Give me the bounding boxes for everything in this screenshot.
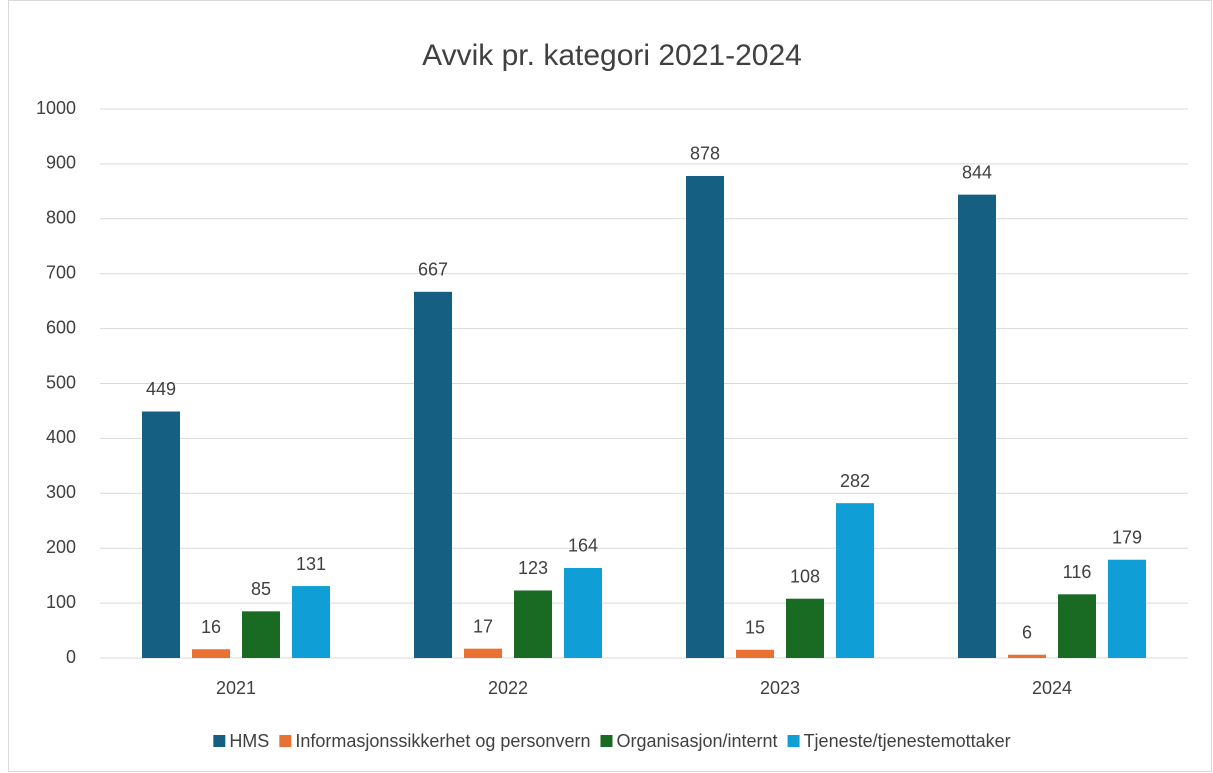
bar xyxy=(242,611,280,658)
data-label: 16 xyxy=(201,617,221,637)
chart-frame xyxy=(8,0,1212,772)
x-tick-label: 2022 xyxy=(488,678,528,698)
legend-swatch xyxy=(213,735,226,747)
y-tick-label: 600 xyxy=(46,317,76,337)
y-tick-label: 300 xyxy=(46,482,76,502)
x-tick-label: 2021 xyxy=(216,678,256,698)
x-tick-label: 2024 xyxy=(1032,678,1072,698)
legend-label: Tjeneste/tjenestemottaker xyxy=(804,731,1011,751)
y-tick-label: 700 xyxy=(46,262,76,282)
data-label: 85 xyxy=(251,579,271,599)
data-label: 449 xyxy=(146,379,176,399)
legend-label: Informasjonssikkerhet og personvern xyxy=(295,731,590,751)
data-label: 878 xyxy=(690,144,720,164)
bar xyxy=(1058,594,1096,658)
data-label: 108 xyxy=(790,566,820,586)
bar xyxy=(1108,559,1146,658)
y-tick-label: 100 xyxy=(46,592,76,612)
data-label: 844 xyxy=(962,162,992,182)
data-label: 116 xyxy=(1063,562,1092,582)
bar xyxy=(192,649,230,658)
data-label: 131 xyxy=(296,554,326,574)
y-tick-label: 800 xyxy=(46,208,76,228)
bar xyxy=(142,411,180,658)
bar xyxy=(292,586,330,658)
data-label: 123 xyxy=(518,558,548,578)
legend-swatch xyxy=(279,735,292,747)
y-tick-label: 200 xyxy=(46,537,76,557)
data-label: 15 xyxy=(745,618,765,638)
y-tick-label: 900 xyxy=(46,153,76,173)
y-tick-label: 500 xyxy=(46,372,76,392)
bar xyxy=(564,567,602,658)
bar xyxy=(786,598,824,658)
data-label: 17 xyxy=(473,616,493,636)
bar xyxy=(414,291,452,658)
bar xyxy=(686,175,724,658)
data-label: 667 xyxy=(418,260,448,280)
legend-swatch xyxy=(787,735,800,747)
legend-label: HMS xyxy=(229,731,269,751)
bar xyxy=(736,649,774,658)
data-label: 164 xyxy=(568,536,598,556)
data-label: 179 xyxy=(1112,527,1142,547)
bar xyxy=(1008,654,1046,658)
y-tick-label: 1000 xyxy=(36,98,76,118)
legend-swatch xyxy=(600,735,613,747)
bar xyxy=(464,648,502,658)
bar xyxy=(958,194,996,659)
y-tick-label: 0 xyxy=(66,647,76,667)
bar xyxy=(514,590,552,658)
y-tick-label: 400 xyxy=(46,427,76,447)
data-label: 6 xyxy=(1022,622,1032,642)
x-tick-label: 2023 xyxy=(760,678,800,698)
data-label: 282 xyxy=(840,471,870,491)
bar xyxy=(836,503,874,658)
legend-label: Organisasjon/internt xyxy=(616,731,777,751)
chart-title: Avvik pr. kategori 2021-2024 xyxy=(422,39,802,72)
